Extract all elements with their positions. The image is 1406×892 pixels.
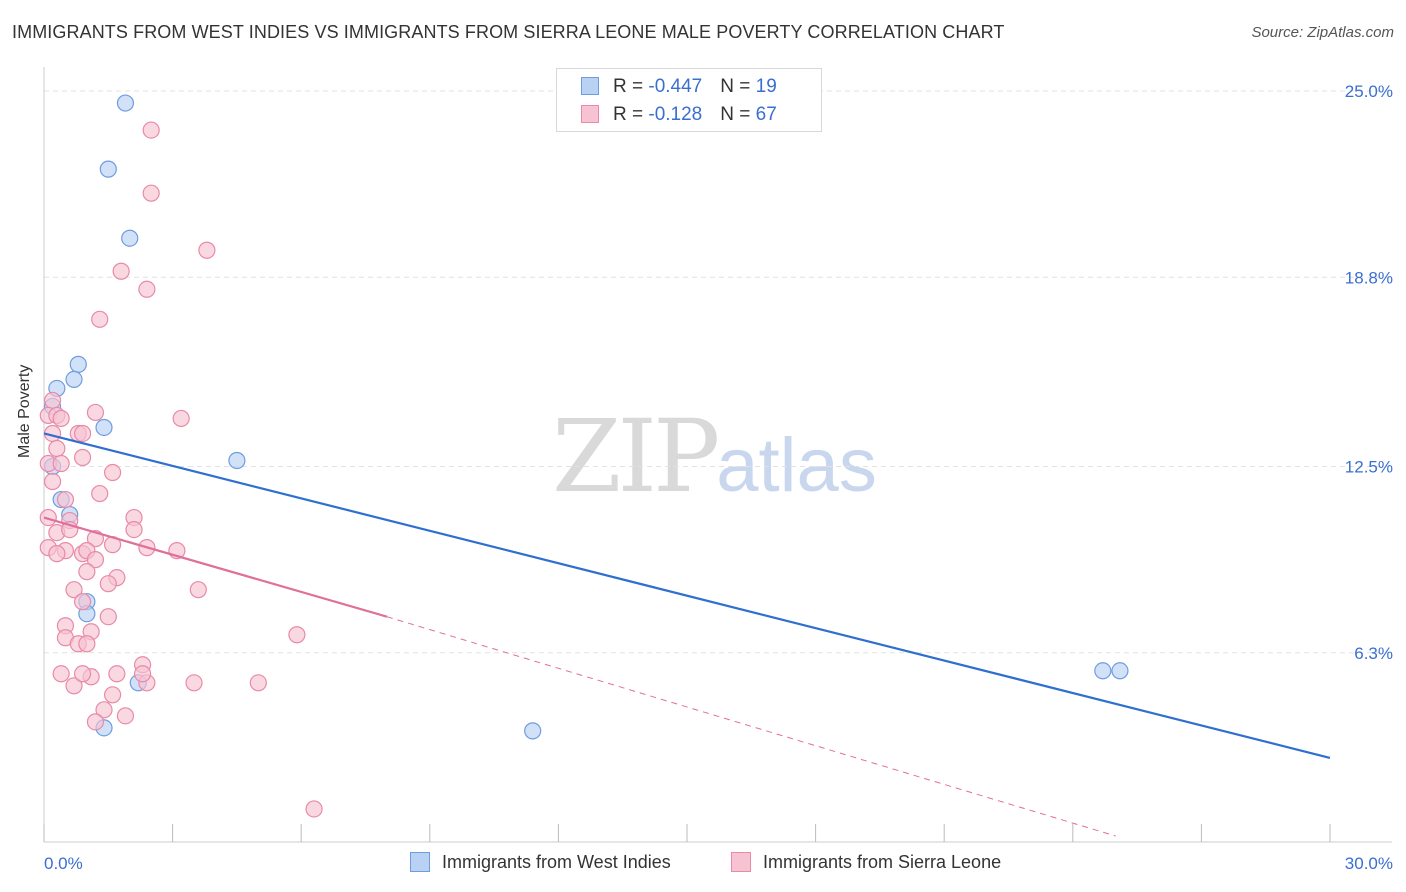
sierra-leone-point (65, 581, 83, 599)
sierra-leone-point (73, 665, 92, 683)
west-indies-point (116, 94, 135, 112)
sierra-leone-point (48, 439, 66, 458)
sierra-leone-point (125, 520, 143, 539)
west-indies-trendline (43, 432, 1331, 759)
sierra-leone-point (305, 800, 323, 818)
correlation-legend: R = -0.447 N = 19 R = -0.128 N = 67 (556, 68, 822, 132)
sierra-leone-point (73, 448, 92, 467)
sierra-leone-point (142, 184, 160, 202)
legend-n-value: 19 (755, 76, 777, 97)
sierra-leone-point (73, 593, 92, 611)
chart-title: IMMIGRANTS FROM WEST INDIES VS IMMIGRANT… (12, 22, 1005, 42)
west-indies-point (65, 370, 83, 389)
sierra-leone-point (56, 490, 75, 509)
x-tick-label: 30.0% (1345, 854, 1393, 873)
west-indies-point (121, 229, 139, 247)
sierra-leone-point (133, 665, 152, 683)
y-tick-label: 18.8% (1345, 268, 1393, 287)
sierra-leone-point (116, 707, 135, 725)
sierra-leone-point (185, 674, 203, 692)
west-indies-point (228, 451, 246, 470)
sierra-leone-point (198, 241, 216, 259)
sierra-leone-point (142, 121, 160, 139)
legend-swatch-pink (731, 852, 751, 872)
watermark-atlas: atlas (716, 423, 877, 508)
west-indies-point (524, 722, 542, 740)
sierra-leone-point (78, 563, 96, 581)
sierra-leone-point (91, 310, 109, 328)
x-tick-label: 0.0% (44, 854, 83, 873)
sierra-leone-point (103, 686, 122, 704)
sierra-leone-point (52, 454, 70, 473)
sierra-leone-point (86, 551, 105, 569)
sierra-leone-point (189, 581, 207, 599)
sierra-leone-point (108, 665, 126, 683)
legend-r-value: -0.128 (648, 104, 703, 125)
west-indies-point (1111, 662, 1129, 680)
sierra-leone-point (39, 508, 57, 527)
legend-n-value: 67 (755, 104, 777, 125)
west-indies-point (1094, 662, 1112, 680)
sierra-leone-point (112, 262, 130, 280)
sierra-leone-point (288, 626, 306, 644)
west-indies-point (95, 418, 113, 437)
sierra-leone-point (43, 472, 62, 491)
source-label: Source: ZipAtlas.com (1251, 24, 1394, 41)
sierra-leone-point (78, 635, 96, 653)
sierra-leone-point (138, 280, 156, 298)
sierra-leone-point (91, 484, 109, 503)
west-indies-point (69, 355, 87, 373)
sierra-leone-point (249, 674, 267, 692)
sierra-leone-point (65, 677, 83, 695)
west-indies-point (99, 160, 117, 178)
y-axis-label: Male Poverty (16, 364, 33, 458)
legend-r-value: -0.447 (648, 76, 703, 97)
sierra-leone-point (73, 424, 92, 443)
sierra-leone-point (99, 608, 117, 626)
legend-swatch-pink (581, 105, 599, 123)
legend-swatch-blue (581, 77, 599, 95)
y-tick-label: 25.0% (1345, 82, 1393, 101)
sierra-leone-point (48, 545, 66, 563)
legend-row-sierra-leone: R = -0.128 N = 67 (581, 104, 777, 126)
sierra-leone-point (86, 713, 105, 731)
legend-row-west-indies: R = -0.447 N = 19 (581, 76, 777, 98)
sierra-leone-point (52, 665, 70, 683)
y-tick-label: 6.3% (1354, 644, 1393, 663)
sierra-leone-point (99, 575, 117, 593)
watermark-zip: ZIP (552, 398, 720, 515)
sierra-leone-point (103, 463, 122, 482)
watermark: ZIPatlas (552, 398, 877, 515)
sierra-leone-point (95, 701, 113, 719)
sierra-leone-trendline (43, 516, 388, 618)
sierra-leone-trendline-extension (386, 616, 1116, 837)
sierra-leone-point (43, 391, 62, 410)
sierra-leone-point (52, 409, 70, 428)
bottom-legend-sierra-leone: Immigrants from Sierra Leone (731, 852, 1001, 873)
sierra-leone-point (86, 403, 105, 422)
legend-swatch-blue (410, 852, 430, 872)
y-tick-label: 12.5% (1345, 458, 1393, 477)
bottom-legend-west-indies: Immigrants from West Indies (410, 852, 671, 873)
sierra-leone-point (172, 409, 190, 428)
